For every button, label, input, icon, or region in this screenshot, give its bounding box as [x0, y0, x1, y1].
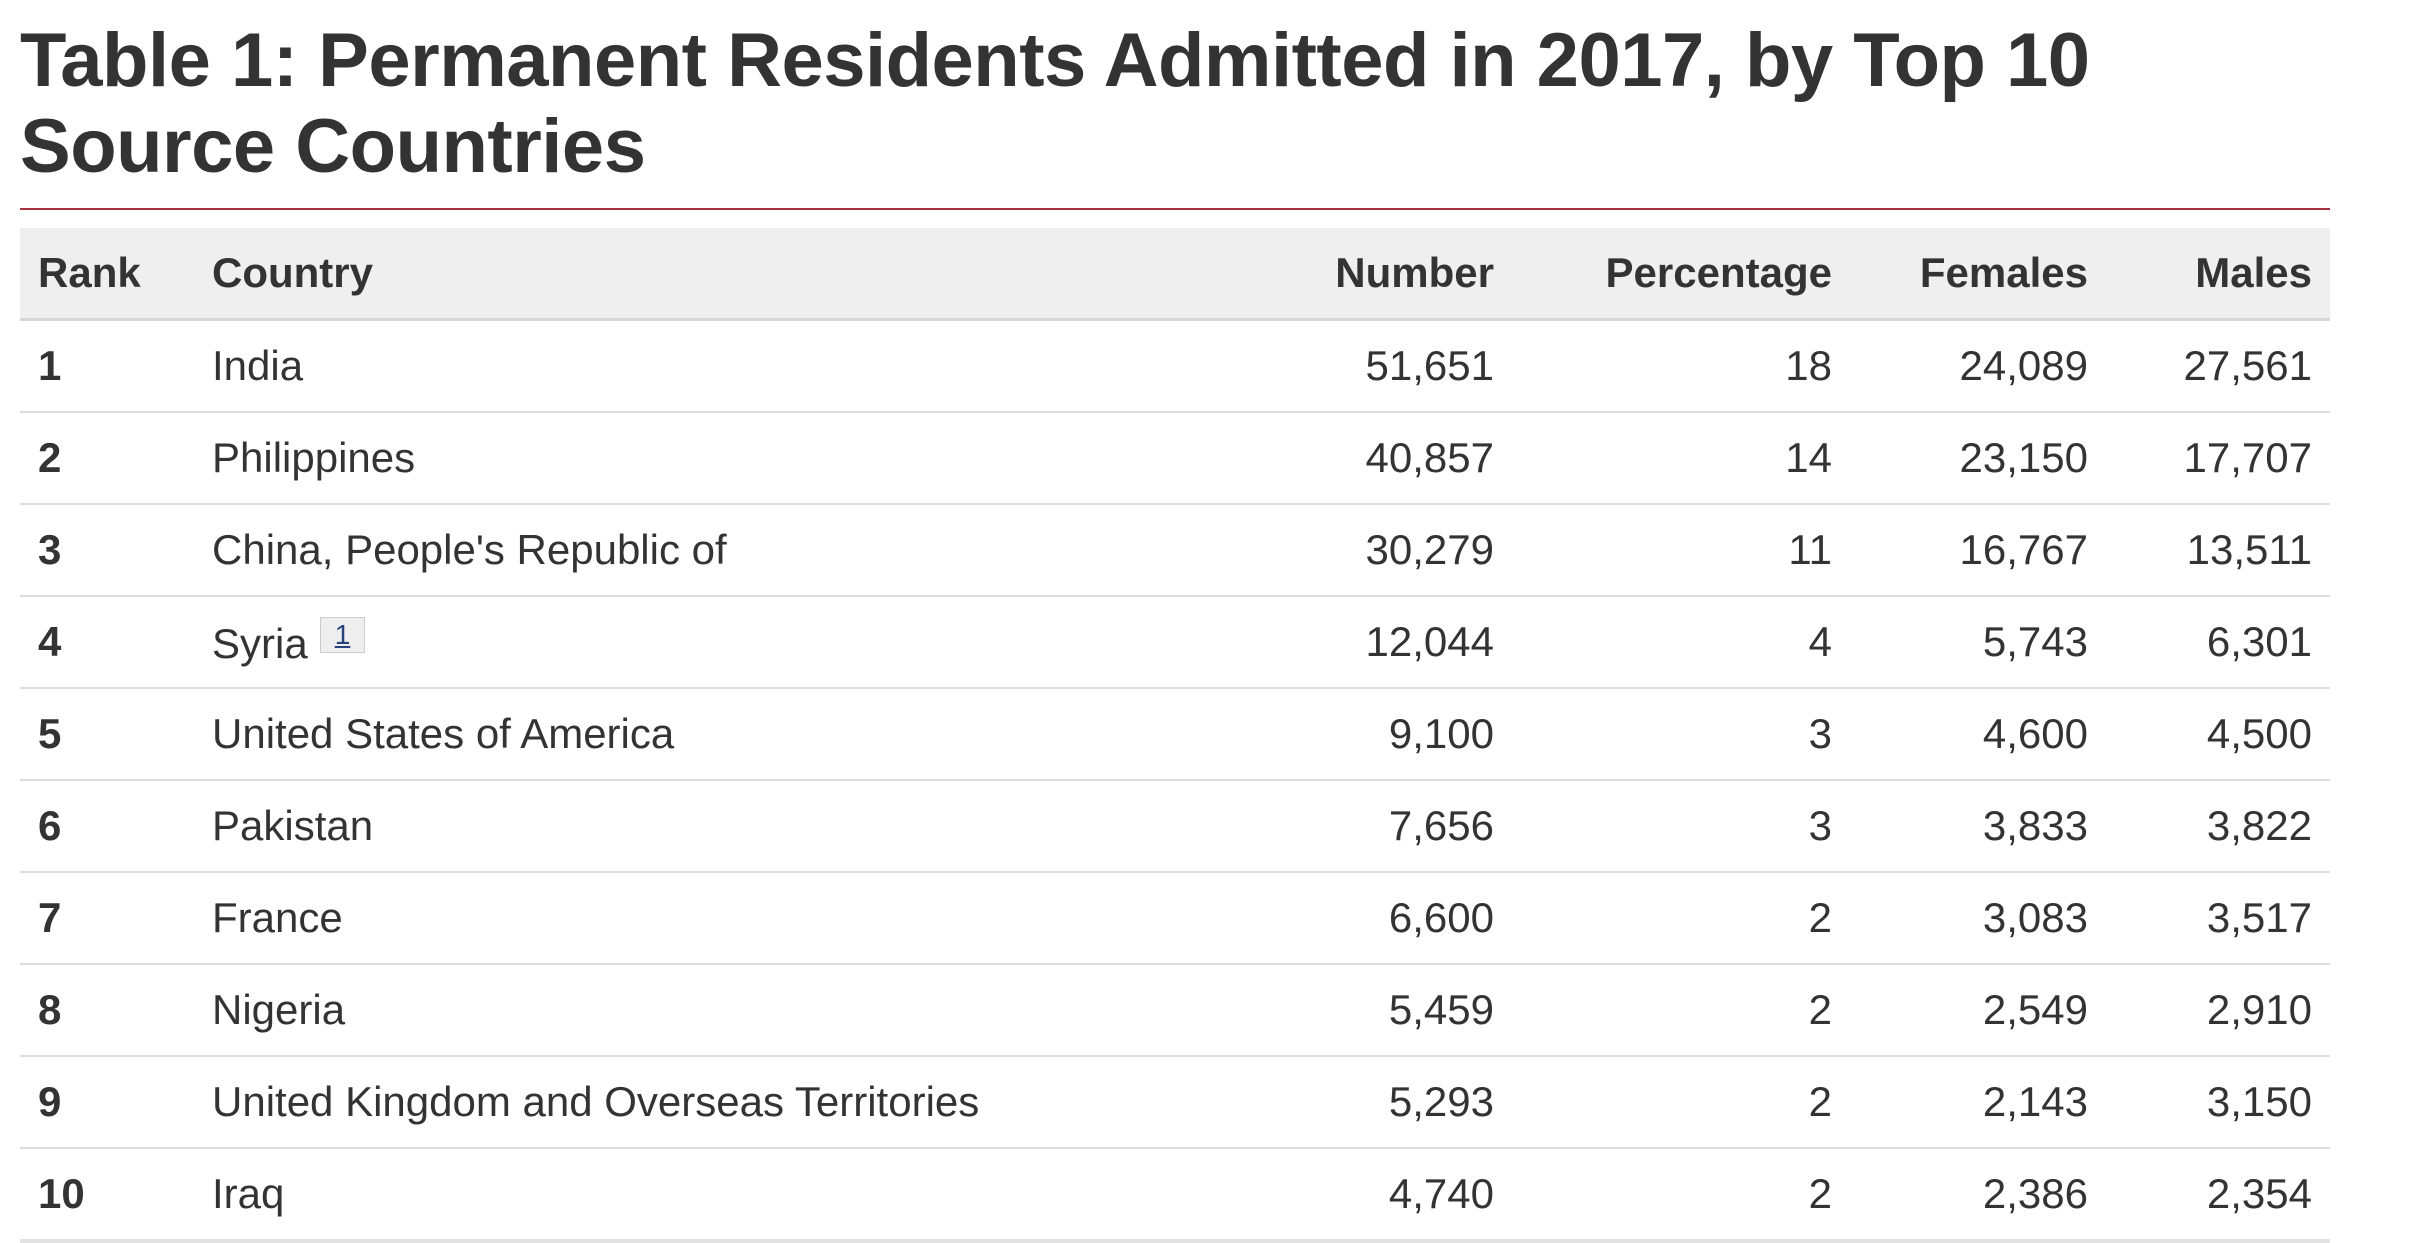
footnote-link[interactable]: 1 — [319, 616, 366, 653]
table-title: Table 1: Permanent Residents Admitted in… — [20, 18, 2330, 210]
cell-number: 40,857 — [1242, 412, 1512, 505]
country-name: Nigeria — [212, 986, 346, 1033]
cell-number: 5,293 — [1242, 1056, 1512, 1149]
table-header-row: Rank Country Number Percentage Females M… — [20, 228, 2330, 321]
country-name: France — [212, 894, 343, 941]
cell-country: China, People's Republic of — [194, 504, 1242, 597]
cell-number: 4,740 — [1242, 1148, 1512, 1243]
cell-percentage: 2 — [1512, 1056, 1850, 1149]
page-content: Table 1: Permanent Residents Admitted in… — [20, 18, 2330, 1243]
cell-percentage: 2 — [1512, 964, 1850, 1057]
country-name: Syria — [212, 619, 308, 667]
cell-country: India — [194, 319, 1242, 413]
country-name: Pakistan — [212, 802, 374, 849]
permanent-residents-table: Rank Country Number Percentage Females M… — [20, 228, 2330, 1243]
cell-females: 24,089 — [1850, 319, 2106, 413]
country-name: India — [212, 342, 304, 389]
cell-females: 16,767 — [1850, 504, 2106, 597]
cell-rank: 2 — [20, 412, 194, 505]
country-name: Philippines — [212, 434, 416, 481]
header-rank: Rank — [20, 228, 194, 321]
header-country: Country — [194, 228, 1242, 321]
country-name: Iraq — [212, 1170, 285, 1217]
cell-country: Iraq — [194, 1148, 1242, 1243]
cell-rank: 10 — [20, 1148, 194, 1243]
cell-females: 2,549 — [1850, 964, 2106, 1057]
header-females: Females — [1850, 228, 2106, 321]
cell-males: 3,822 — [2106, 780, 2330, 873]
cell-number: 7,656 — [1242, 780, 1512, 873]
cell-country: Nigeria — [194, 964, 1242, 1057]
cell-number: 6,600 — [1242, 872, 1512, 965]
table-row: 8 Nigeria 5,459 2 2,549 2,910 — [20, 964, 2330, 1057]
cell-percentage: 14 — [1512, 412, 1850, 505]
cell-rank: 3 — [20, 504, 194, 597]
cell-country: Pakistan — [194, 780, 1242, 873]
cell-males: 3,517 — [2106, 872, 2330, 965]
table-row: 10 Iraq 4,740 2 2,386 2,354 — [20, 1148, 2330, 1243]
table-row: 2 Philippines 40,857 14 23,150 17,707 — [20, 412, 2330, 505]
cell-country: Syria 1 — [194, 596, 1242, 689]
cell-percentage: 3 — [1512, 780, 1850, 873]
cell-females: 5,743 — [1850, 596, 2106, 689]
country-name: United States of America — [212, 710, 675, 757]
cell-country: United Kingdom and Overseas Territories — [194, 1056, 1242, 1149]
header-number: Number — [1242, 228, 1512, 321]
cell-females: 2,143 — [1850, 1056, 2106, 1149]
cell-number: 9,100 — [1242, 688, 1512, 781]
cell-percentage: 4 — [1512, 596, 1850, 689]
cell-males: 4,500 — [2106, 688, 2330, 781]
cell-females: 3,833 — [1850, 780, 2106, 873]
cell-rank: 5 — [20, 688, 194, 781]
cell-males: 3,150 — [2106, 1056, 2330, 1149]
table-row: 3 China, People's Republic of 30,279 11 16,7… — [20, 504, 2330, 597]
cell-rank: 9 — [20, 1056, 194, 1149]
header-percentage: Percentage — [1512, 228, 1850, 321]
table-row: 1 India 51,651 18 24,089 27,561 — [20, 319, 2330, 413]
cell-rank: 1 — [20, 319, 194, 413]
cell-rank: 4 — [20, 596, 194, 689]
cell-females: 23,150 — [1850, 412, 2106, 505]
table-row: 6 Pakistan 7,656 3 3,833 3,822 — [20, 780, 2330, 873]
cell-males: 6,301 — [2106, 596, 2330, 689]
table-body: 1 India 51,651 18 24,089 27,561 2 Philippines 40… — [20, 319, 2330, 1243]
cell-rank: 8 — [20, 964, 194, 1057]
cell-number: 30,279 — [1242, 504, 1512, 597]
table-row: 4 Syria 1 12,044 4 5,743 6,301 — [20, 596, 2330, 689]
cell-country: Philippines — [194, 412, 1242, 505]
cell-females: 3,083 — [1850, 872, 2106, 965]
cell-percentage: 11 — [1512, 504, 1850, 597]
cell-number: 12,044 — [1242, 596, 1512, 689]
cell-rank: 6 — [20, 780, 194, 873]
cell-males: 13,511 — [2106, 504, 2330, 597]
table-row: 5 United States of America 9,100 3 4,600 4,50… — [20, 688, 2330, 781]
country-name: China, People's Republic of — [212, 526, 727, 573]
cell-males: 17,707 — [2106, 412, 2330, 505]
table-row: 9 United Kingdom and Overseas Territories… — [20, 1056, 2330, 1149]
cell-percentage: 2 — [1512, 872, 1850, 965]
cell-country: United States of America — [194, 688, 1242, 781]
cell-females: 2,386 — [1850, 1148, 2106, 1243]
cell-rank: 7 — [20, 872, 194, 965]
cell-males: 27,561 — [2106, 319, 2330, 413]
cell-number: 51,651 — [1242, 319, 1512, 413]
cell-percentage: 2 — [1512, 1148, 1850, 1243]
cell-females: 4,600 — [1850, 688, 2106, 781]
header-males: Males — [2106, 228, 2330, 321]
country-name: United Kingdom and Overseas Territories — [212, 1078, 980, 1125]
cell-number: 5,459 — [1242, 964, 1512, 1057]
cell-country: France — [194, 872, 1242, 965]
cell-males: 2,910 — [2106, 964, 2330, 1057]
cell-percentage: 3 — [1512, 688, 1850, 781]
cell-males: 2,354 — [2106, 1148, 2330, 1243]
cell-percentage: 18 — [1512, 319, 1850, 413]
table-row: 7 France 6,600 2 3,083 3,517 — [20, 872, 2330, 965]
